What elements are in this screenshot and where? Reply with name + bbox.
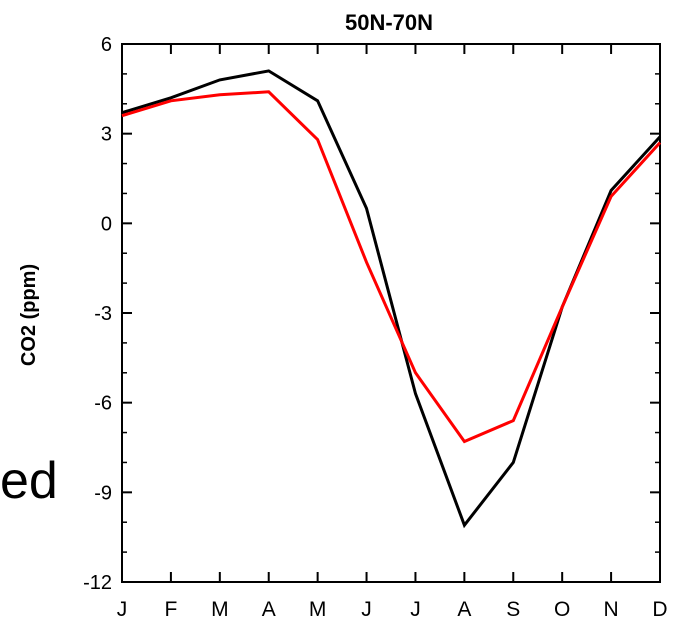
- y-axis-label: CO2 (ppm): [18, 264, 40, 366]
- x-tick-label: J: [117, 598, 128, 621]
- x-tick-label: J: [361, 598, 372, 621]
- series-line-1: [122, 71, 660, 525]
- y-tick-label: 6: [101, 34, 112, 56]
- x-tick-label: A: [457, 598, 471, 621]
- series-line-2: [122, 92, 660, 442]
- x-tick-label: N: [604, 598, 619, 621]
- x-tick-label: O: [554, 598, 570, 621]
- y-tick-label: -12: [83, 572, 112, 594]
- x-tick-label: J: [410, 598, 421, 621]
- y-tick-label: -9: [94, 482, 112, 504]
- y-tick-label: -3: [94, 303, 112, 325]
- x-tick-label: F: [164, 598, 177, 621]
- x-tick-label: D: [652, 598, 667, 621]
- x-tick-label: M: [211, 598, 229, 621]
- y-tick-label: -6: [94, 393, 112, 415]
- x-tick-label: S: [506, 598, 520, 621]
- chart-title: 50N-70N: [345, 10, 433, 35]
- x-tick-label: M: [309, 598, 327, 621]
- y-tick-label: 0: [101, 213, 112, 235]
- y-tick-label: 3: [101, 124, 112, 146]
- plot-area: J F M A M J J A S O N D 6 3 0 -3 -6 -9 -12: [83, 34, 667, 621]
- x-tick-label: A: [262, 598, 276, 621]
- plot-frame: [122, 44, 660, 582]
